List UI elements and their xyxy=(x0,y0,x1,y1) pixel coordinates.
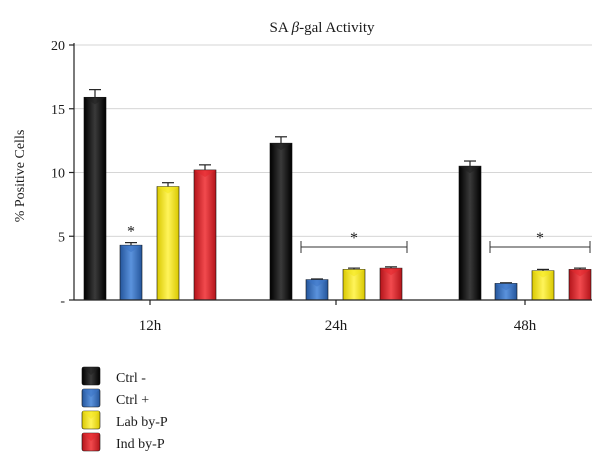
significance-bracket xyxy=(300,241,408,253)
chart-title: SA β-gal Activity xyxy=(270,20,375,36)
bar-cap xyxy=(343,269,365,277)
bar-cap xyxy=(84,97,106,105)
legend-swatch-cap xyxy=(82,433,100,441)
significance-bracket xyxy=(489,241,591,253)
bar xyxy=(156,186,180,301)
bar-cap xyxy=(569,269,591,277)
significance-star: * xyxy=(350,230,358,247)
legend-label: Ind by-P xyxy=(116,437,165,452)
y-tick-label: - xyxy=(60,294,65,309)
legend-swatch-cap xyxy=(82,367,100,375)
legend-item: Ctrl - xyxy=(81,366,146,386)
significance-star: * xyxy=(127,224,135,241)
bar-cap xyxy=(270,143,292,151)
y-tick-label: 20 xyxy=(51,39,65,54)
legend-swatch-cap xyxy=(82,411,100,419)
y-tick-label: 5 xyxy=(58,230,65,245)
bar-cap xyxy=(459,166,481,174)
legend-item: Ind by-P xyxy=(81,432,165,452)
bar xyxy=(458,165,482,301)
bar xyxy=(193,169,217,301)
bars xyxy=(83,89,592,301)
bar-cap xyxy=(194,169,216,177)
legend-item: Lab by-P xyxy=(81,410,168,430)
x-tick-label: 48h xyxy=(514,318,537,334)
x-axis: 12h 24h 48h xyxy=(74,299,592,334)
bar xyxy=(119,244,143,301)
bar-cap xyxy=(157,186,179,194)
bar-cap xyxy=(306,279,328,287)
legend-item: Ctrl + xyxy=(81,388,149,408)
legend-swatch-cap xyxy=(82,389,100,397)
bar-cap xyxy=(120,245,142,253)
bar xyxy=(83,96,107,301)
legend-label: Lab by-P xyxy=(116,415,168,430)
x-tick-label: 24h xyxy=(325,318,348,334)
legend: Ctrl - Ctrl + Lab by-P Ind by-P xyxy=(81,366,168,452)
annotations: * * * xyxy=(127,224,591,253)
bar-cap xyxy=(532,270,554,278)
x-tick-label: 12h xyxy=(139,318,162,334)
bar-cap xyxy=(380,268,402,276)
bar-cap xyxy=(495,283,517,291)
y-axis-label: % Positive Cells xyxy=(13,130,28,223)
legend-label: Ctrl + xyxy=(116,393,149,408)
legend-label: Ctrl - xyxy=(116,371,146,386)
y-tick-label: 15 xyxy=(51,103,65,118)
y-axis: - 5 10 15 20 xyxy=(51,39,75,309)
bar xyxy=(269,142,293,301)
y-tick-label: 10 xyxy=(51,167,65,182)
significance-star: * xyxy=(536,230,544,247)
gridlines xyxy=(74,44,592,237)
